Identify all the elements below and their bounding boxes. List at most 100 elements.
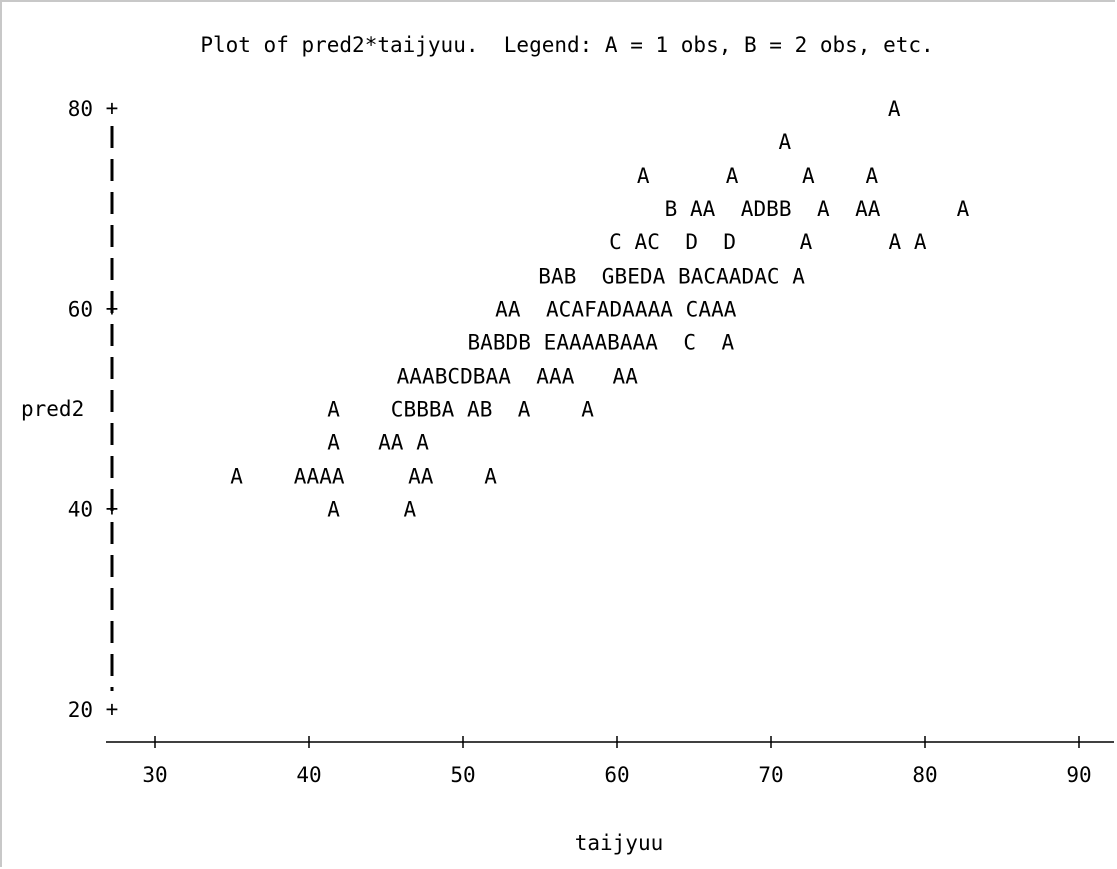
- plot-symbol: A: [957, 197, 970, 221]
- plot-symbol: A: [703, 197, 716, 221]
- plot-symbol: A: [294, 465, 307, 489]
- plot-symbol: A: [549, 364, 562, 388]
- x-tick-label: 50: [450, 763, 475, 787]
- plot-symbol: B: [779, 197, 792, 221]
- plot-symbol: A: [467, 398, 480, 422]
- plot-symbol: A: [800, 230, 813, 254]
- plot-symbol: B: [480, 398, 493, 422]
- x-tick-label: 70: [758, 763, 783, 787]
- plot-symbol: A: [660, 297, 673, 321]
- plot-symbol: D: [460, 364, 473, 388]
- plot-symbol: A: [442, 398, 455, 422]
- plot-symbol: A: [711, 297, 724, 321]
- plot-symbol: A: [779, 130, 792, 154]
- plot-symbol: A: [741, 197, 754, 221]
- plot-symbol: A: [802, 164, 815, 188]
- plot-symbol: A: [648, 297, 661, 321]
- plot-symbol: C: [647, 230, 660, 254]
- plot-symbol: B: [467, 330, 480, 354]
- plot-symbol: A: [536, 364, 549, 388]
- plot-symbol: C: [767, 264, 780, 288]
- plot-symbol: A: [306, 465, 319, 489]
- plot-symbol: A: [421, 465, 434, 489]
- plot-symbol: A: [581, 398, 594, 422]
- plot-symbol: A: [484, 465, 497, 489]
- plot-symbol: A: [792, 264, 805, 288]
- plot-symbol: A: [865, 164, 878, 188]
- plot-symbol: E: [627, 264, 640, 288]
- plot-symbol: A: [327, 498, 340, 522]
- plot-symbol: A: [633, 330, 646, 354]
- plot-symbol: D: [506, 330, 519, 354]
- plot-symbol: A: [230, 465, 243, 489]
- plot-symbol: B: [429, 398, 442, 422]
- plot-symbol: A: [729, 264, 742, 288]
- y-axis-label: pred2: [21, 397, 84, 421]
- plot-symbol: D: [753, 197, 766, 221]
- plot-symbol: A: [518, 398, 531, 422]
- plot-symbol: A: [556, 330, 569, 354]
- y-tick-mark: +: [106, 96, 119, 120]
- plot-symbol: A: [691, 264, 704, 288]
- plot-symbol: A: [645, 330, 658, 354]
- x-tick-label: 80: [912, 763, 937, 787]
- plot-symbol: D: [723, 230, 736, 254]
- plot-symbol: A: [571, 297, 584, 321]
- plot-symbol: D: [741, 264, 754, 288]
- plot-symbol: A: [716, 264, 729, 288]
- plot-symbol: A: [408, 465, 421, 489]
- plot-symbol: A: [635, 297, 648, 321]
- y-axis: 20 +40 +60 +80 +: [68, 96, 119, 722]
- plot-symbol: B: [404, 398, 417, 422]
- plot-symbol: A: [889, 230, 902, 254]
- plot-symbol: A: [620, 330, 633, 354]
- plot-symbol: A: [635, 230, 648, 254]
- plot-symbol: A: [495, 297, 508, 321]
- plot-symbol: B: [678, 264, 691, 288]
- x-axis-label: taijyuu: [575, 831, 664, 855]
- x-tick-label: 30: [142, 763, 167, 787]
- plot-symbol: B: [564, 264, 577, 288]
- plot-symbol: D: [685, 230, 698, 254]
- y-tick-mark: +: [106, 697, 119, 721]
- plot-symbol: B: [493, 330, 506, 354]
- plot-symbol: A: [637, 164, 650, 188]
- plot-symbol: C: [391, 398, 404, 422]
- plot-symbol: A: [690, 197, 703, 221]
- plot-symbol: C: [703, 264, 716, 288]
- y-tick-label: 80: [68, 97, 93, 121]
- plot-symbol: A: [551, 264, 564, 288]
- plot-symbol: C: [559, 297, 572, 321]
- x-tick-label: 40: [296, 763, 321, 787]
- plot-symbol: A: [721, 330, 734, 354]
- plot-symbol: A: [378, 431, 391, 455]
- plot-symbol: A: [698, 297, 711, 321]
- plot-symbol: A: [754, 264, 767, 288]
- plot-symbol: A: [726, 164, 739, 188]
- plot-symbol: B: [473, 364, 486, 388]
- plot-symbol: A: [724, 297, 737, 321]
- plot-symbol: A: [888, 97, 901, 121]
- y-tick-label: 20: [68, 698, 93, 722]
- plot-symbol: A: [319, 465, 332, 489]
- plot-symbol: A: [569, 330, 582, 354]
- plot-symbol: B: [538, 264, 551, 288]
- plot-symbol: B: [416, 398, 429, 422]
- plot-symbol: A: [498, 364, 511, 388]
- plot-symbol: A: [508, 297, 521, 321]
- y-tick-label: 40: [68, 498, 93, 522]
- plot-symbol: B: [607, 330, 620, 354]
- plot-symbol: B: [435, 364, 448, 388]
- plot-symbol: A: [594, 330, 607, 354]
- plot-symbol: A: [546, 297, 559, 321]
- plot-symbol: A: [416, 431, 429, 455]
- x-tick-label: 60: [604, 763, 629, 787]
- plot-symbol: A: [582, 330, 595, 354]
- plot-symbol: D: [609, 297, 622, 321]
- plot-symbol: B: [614, 264, 627, 288]
- plot-symbol: A: [653, 264, 666, 288]
- y-tick-mark: +: [106, 296, 119, 320]
- plot-symbol: A: [562, 364, 575, 388]
